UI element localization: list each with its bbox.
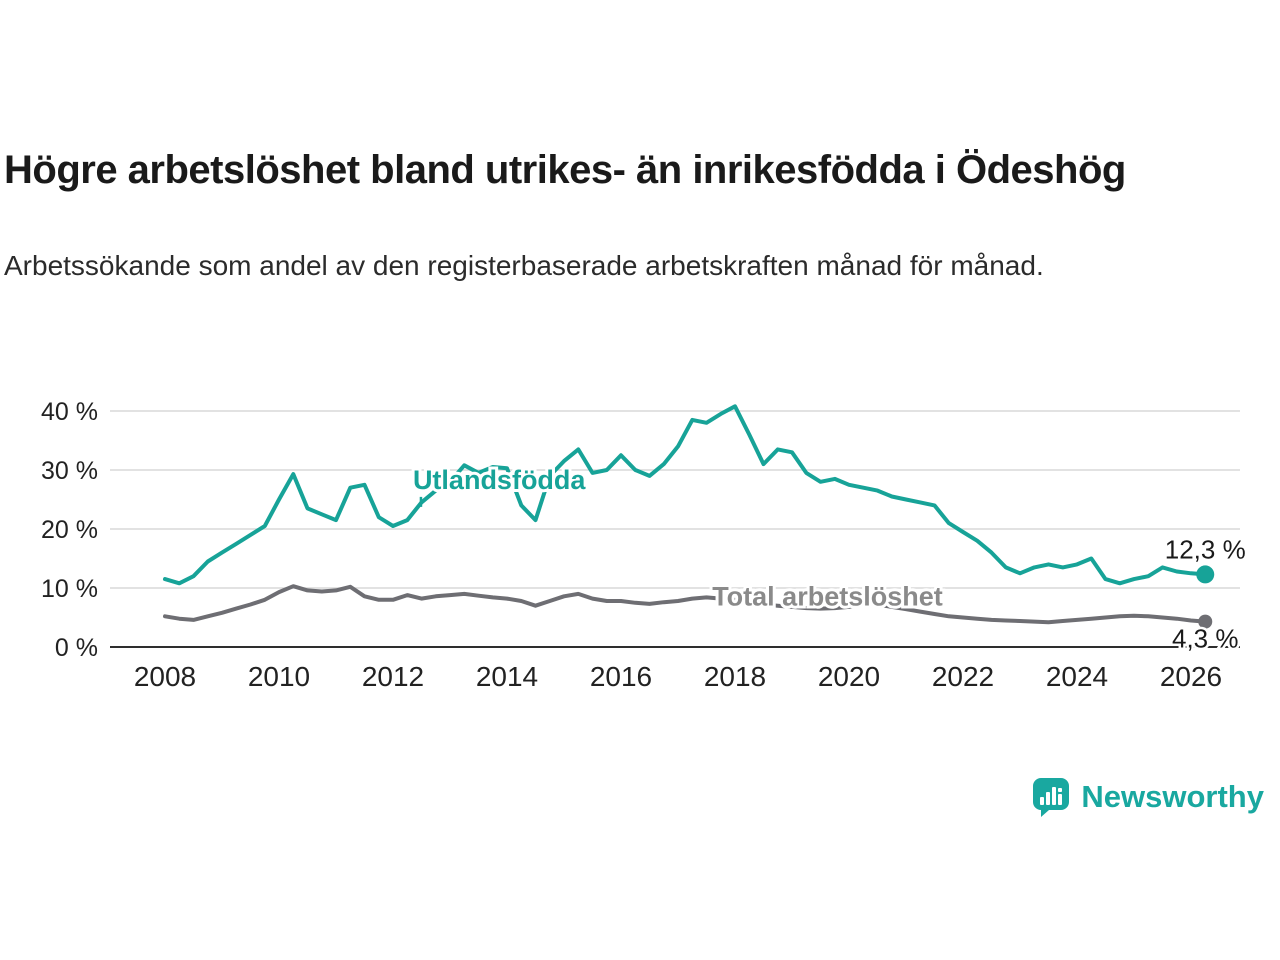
x-axis-tick-label: 2012 bbox=[362, 661, 424, 692]
series-label: Utlandsfödda bbox=[413, 465, 586, 495]
x-axis-tick-label: 2014 bbox=[476, 661, 538, 692]
x-axis-tick-label: 2018 bbox=[704, 661, 766, 692]
series-line-utlandsfödda bbox=[163, 404, 1208, 586]
chart-title: Högre arbetslöshet bland utrikes- än inr… bbox=[4, 148, 1126, 192]
brand-name: Newsworthy bbox=[1081, 779, 1264, 814]
chart-subtitle: Arbetssökande som andel av den registerb… bbox=[4, 250, 1044, 281]
y-axis-tick-label: 0 % bbox=[55, 634, 98, 662]
series-end-dot bbox=[1198, 614, 1213, 629]
brand-footer: Newsworthy bbox=[1031, 776, 1264, 818]
y-axis-tick-label: 20 % bbox=[41, 516, 98, 544]
x-axis-tick-label: 2024 bbox=[1046, 661, 1108, 692]
series-label: Total arbetslöshet bbox=[712, 582, 943, 612]
series-end-value-label: 12,3 % bbox=[1165, 534, 1246, 564]
series-line-total-arbetslöshet bbox=[163, 584, 1208, 625]
x-axis-tick-label: 2022 bbox=[932, 661, 994, 692]
y-axis-tick-label: 40 % bbox=[41, 398, 98, 426]
x-axis-tick-label: 2010 bbox=[248, 661, 310, 692]
series-end-value-label: 4,3 % bbox=[1172, 624, 1239, 654]
x-axis-tick-label: 2020 bbox=[818, 661, 880, 692]
newsworthy-logo-icon bbox=[1033, 778, 1070, 817]
series-end-dot bbox=[1196, 565, 1215, 584]
x-axis-tick-label: 2008 bbox=[134, 661, 196, 692]
x-axis-tick-label: 2026 bbox=[1160, 661, 1222, 692]
y-axis-tick-label: 10 % bbox=[41, 575, 98, 603]
x-axis-tick-label: 2016 bbox=[590, 661, 652, 692]
y-axis-tick-label: 30 % bbox=[41, 457, 98, 485]
